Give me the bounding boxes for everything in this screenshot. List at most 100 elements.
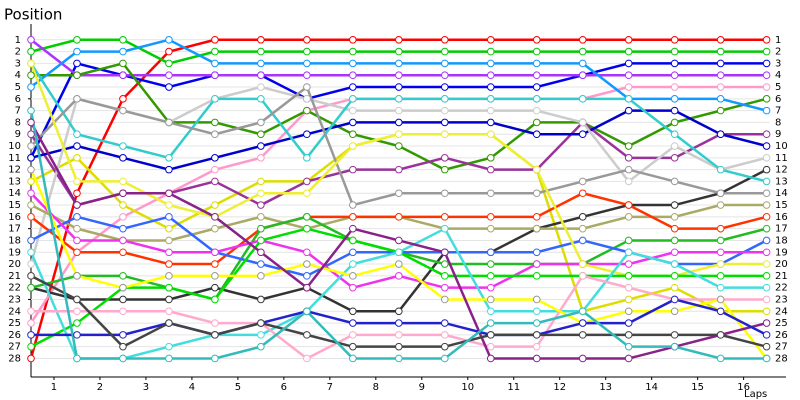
- data-point: [670, 47, 679, 56]
- data-point: [670, 260, 679, 268]
- y-tick-label: 24: [8, 306, 21, 317]
- data-point: [257, 260, 265, 268]
- data-point: [211, 59, 219, 68]
- data-point: [440, 295, 449, 304]
- data-point: [303, 83, 311, 91]
- data-point: [211, 165, 219, 174]
- x-tick-label: 9: [419, 382, 425, 393]
- data-point: [532, 36, 541, 44]
- data-point: [303, 272, 311, 280]
- data-point: [440, 283, 449, 292]
- x-tick-label: 14: [645, 382, 658, 393]
- data-point: [27, 248, 35, 257]
- data-point: [440, 47, 449, 56]
- data-point: [716, 36, 725, 44]
- data-point: [440, 59, 449, 68]
- data-point: [211, 95, 219, 103]
- data-point: [165, 224, 173, 233]
- data-point: [670, 154, 679, 162]
- data-point: [211, 354, 219, 363]
- data-point: [762, 142, 771, 150]
- data-point: [73, 248, 81, 257]
- data-point: [762, 354, 771, 363]
- data-point: [532, 189, 541, 198]
- data-point: [624, 83, 633, 91]
- data-point: [303, 59, 311, 68]
- data-point: [486, 95, 495, 103]
- data-point: [73, 354, 81, 363]
- data-point: [532, 118, 541, 127]
- data-point: [532, 59, 541, 68]
- data-point: [211, 36, 219, 44]
- data-point: [578, 213, 587, 221]
- data-point: [165, 189, 173, 198]
- data-point: [211, 213, 219, 221]
- data-point: [303, 224, 311, 233]
- data-point: [303, 248, 311, 257]
- y-tick-label: 17: [8, 224, 21, 235]
- data-point: [716, 260, 725, 268]
- data-point: [440, 154, 449, 162]
- data-point: [349, 47, 357, 56]
- y-tick-label: 23: [8, 294, 21, 305]
- data-point: [762, 36, 771, 44]
- data-point: [532, 272, 541, 280]
- data-point: [716, 189, 725, 198]
- y-tick-label-right: 3: [775, 58, 781, 69]
- data-point: [486, 260, 495, 268]
- data-point: [303, 283, 311, 292]
- data-point: [257, 59, 265, 68]
- data-point: [670, 130, 679, 139]
- data-point: [578, 36, 587, 44]
- data-point: [624, 36, 633, 44]
- y-tick-label: 11: [8, 153, 21, 164]
- data-point: [349, 142, 357, 150]
- data-point: [165, 165, 173, 174]
- y-tick-label-right: 5: [775, 82, 781, 93]
- data-point: [624, 307, 633, 316]
- data-point: [119, 283, 127, 292]
- data-point: [578, 189, 587, 198]
- data-point: [303, 213, 311, 221]
- data-point: [578, 47, 587, 56]
- data-point: [578, 130, 587, 139]
- data-point: [73, 201, 81, 209]
- data-point: [165, 201, 173, 209]
- data-point: [257, 331, 265, 339]
- data-point: [716, 224, 725, 233]
- data-point: [486, 224, 495, 233]
- data-point: [73, 71, 81, 80]
- data-point: [578, 224, 587, 233]
- data-point: [762, 307, 771, 316]
- data-point: [303, 130, 311, 139]
- data-point: [440, 319, 449, 327]
- data-point: [303, 47, 311, 56]
- data-point: [762, 201, 771, 209]
- data-point: [395, 83, 403, 91]
- y-tick-label-right: 28: [775, 353, 788, 364]
- x-tick-label: 11: [507, 382, 520, 393]
- y-tick-label-right: 19: [775, 247, 788, 258]
- data-point: [395, 319, 403, 327]
- data-point: [624, 342, 633, 351]
- data-point: [578, 272, 587, 280]
- data-point: [27, 283, 35, 292]
- data-point: [486, 295, 495, 304]
- data-point: [165, 272, 173, 280]
- data-point: [211, 224, 219, 233]
- data-point: [165, 236, 173, 245]
- data-point: [349, 83, 357, 91]
- data-point: [303, 95, 311, 103]
- data-point: [624, 260, 633, 268]
- data-point: [211, 201, 219, 209]
- data-point: [27, 83, 35, 91]
- data-point: [762, 236, 771, 245]
- y-tick-label-right: 14: [775, 188, 788, 199]
- data-point: [440, 224, 449, 233]
- data-point: [670, 283, 679, 292]
- data-point: [532, 342, 541, 351]
- data-point: [73, 236, 81, 245]
- data-point: [27, 106, 35, 115]
- data-point: [486, 36, 495, 44]
- data-point: [532, 319, 541, 327]
